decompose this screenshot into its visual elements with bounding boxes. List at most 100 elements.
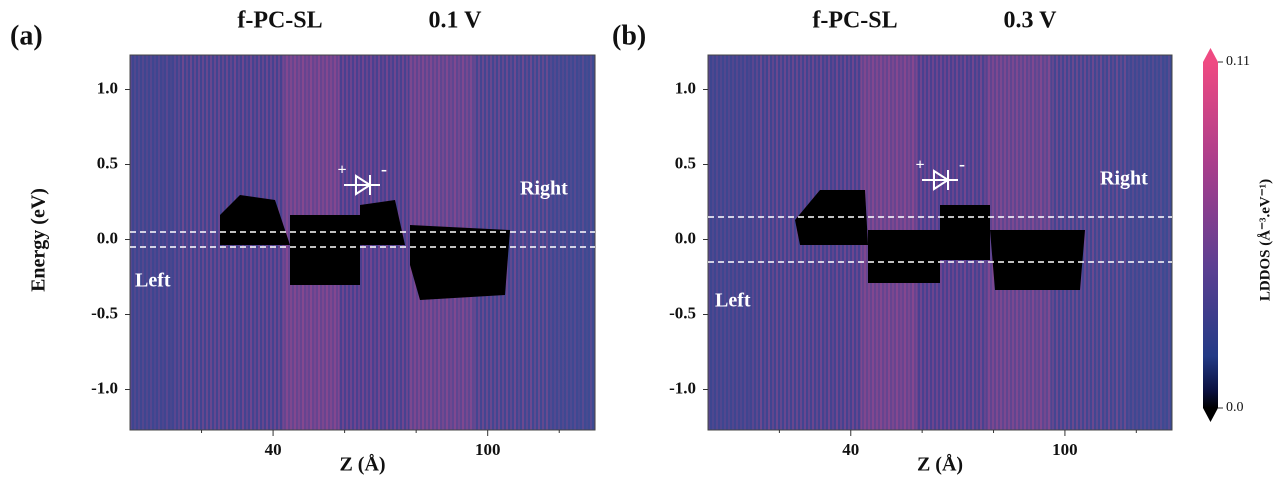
heatmap-stripe bbox=[792, 55, 794, 430]
heatmap-stripe bbox=[138, 55, 140, 430]
heatmap-stripe bbox=[1140, 55, 1142, 430]
gap-region bbox=[940, 205, 990, 260]
heatmap-stripe bbox=[554, 55, 556, 430]
heatmap-stripe bbox=[574, 55, 576, 430]
heatmap-stripe bbox=[190, 55, 192, 430]
heatmap-stripe bbox=[760, 55, 762, 430]
panel-subtitle: 0.1 V bbox=[429, 8, 483, 34]
heatmap-stripe bbox=[1144, 55, 1146, 430]
y-tick-label: 1.0 bbox=[675, 78, 696, 97]
heatmap-stripe bbox=[1168, 55, 1170, 430]
heatmap-stripe bbox=[1128, 55, 1130, 430]
heatmap-stripe bbox=[1092, 55, 1094, 430]
heatmap-stripe bbox=[756, 55, 758, 430]
heatmap-stripe bbox=[1136, 55, 1138, 430]
heatmap-stripe bbox=[744, 55, 746, 430]
diode-symbol bbox=[922, 169, 958, 191]
left-electrode-label: Left bbox=[135, 270, 171, 292]
heatmap-stripe bbox=[748, 55, 750, 430]
plot-frame bbox=[129, 54, 596, 431]
diode-minus: - bbox=[959, 154, 965, 174]
heatmap-stripe bbox=[130, 55, 132, 430]
diode-symbol bbox=[344, 174, 380, 196]
heatmap-stripe bbox=[550, 55, 552, 430]
panel-label: (b) bbox=[612, 20, 646, 51]
heatmap-stripe bbox=[582, 55, 584, 430]
heatmap-stripe bbox=[784, 55, 786, 430]
heatmap-stripe bbox=[590, 55, 592, 430]
y-tick-label: 0.5 bbox=[97, 153, 118, 172]
heatmap-stripe bbox=[1120, 55, 1122, 430]
heatmap-stripe bbox=[772, 55, 774, 430]
x-tick-label: 100 bbox=[1052, 440, 1078, 459]
gap-region bbox=[360, 200, 405, 245]
heatmap-stripe bbox=[538, 55, 540, 430]
plot-frame bbox=[707, 54, 1173, 431]
heatmap-stripe bbox=[522, 55, 524, 430]
heatmap-stripe bbox=[510, 55, 512, 430]
heatmap-stripe bbox=[1152, 55, 1154, 430]
heatmap-stripe bbox=[186, 55, 188, 430]
heatmap-stripe bbox=[530, 55, 532, 430]
heatmap-stripe bbox=[194, 55, 196, 430]
x-tick-label: 40 bbox=[842, 440, 859, 459]
heatmap-stripe bbox=[202, 55, 204, 430]
heatmap-stripe bbox=[1112, 55, 1114, 430]
heatmap-stripe bbox=[214, 55, 216, 430]
heatmap-stripe bbox=[796, 55, 798, 430]
heatmap-stripe bbox=[562, 55, 564, 430]
heatmap-stripe bbox=[134, 55, 136, 430]
heatmap-stripe bbox=[768, 55, 770, 430]
heatmap-stripe bbox=[166, 55, 168, 430]
heatmap-stripe bbox=[1116, 55, 1118, 430]
heatmap bbox=[708, 55, 1172, 430]
heatmap-stripe bbox=[712, 55, 714, 430]
heatmap-stripe bbox=[174, 55, 176, 430]
heatmap-stripe bbox=[1104, 55, 1106, 430]
heatmap-stripe bbox=[1132, 55, 1134, 430]
heatmap-stripe bbox=[720, 55, 722, 430]
heatmap-stripe bbox=[534, 55, 536, 430]
heatmap-stripe bbox=[514, 55, 516, 430]
heatmap-stripe bbox=[1108, 55, 1110, 430]
heatmap-stripe bbox=[716, 55, 718, 430]
heatmap-stripe bbox=[542, 55, 544, 430]
heatmap-stripe bbox=[182, 55, 184, 430]
heatmap-stripe bbox=[764, 55, 766, 430]
heatmap-stripe bbox=[566, 55, 568, 430]
heatmap-stripe bbox=[146, 55, 148, 430]
colorbar-extend-top bbox=[1203, 48, 1218, 62]
heatmap-stripe bbox=[150, 55, 152, 430]
heatmap-stripe bbox=[406, 55, 408, 430]
y-tick-label: 0.0 bbox=[675, 228, 696, 247]
heatmap-stripe bbox=[158, 55, 160, 430]
heatmap-stripe bbox=[1096, 55, 1098, 430]
colorbar bbox=[1203, 62, 1218, 408]
colorbar-label: LDDOS (Å⁻³.eV⁻¹) bbox=[1257, 179, 1273, 301]
heatmap-stripe bbox=[526, 55, 528, 430]
heatmap-stripe bbox=[578, 55, 580, 430]
heatmap-stripe bbox=[162, 55, 164, 430]
colorbar-tick-label: 0.11 bbox=[1226, 54, 1250, 69]
diode-minus: - bbox=[381, 159, 387, 179]
y-tick-label: -1.0 bbox=[91, 378, 118, 397]
x-tick-label: 40 bbox=[265, 440, 282, 459]
heatmap-stripe bbox=[740, 55, 742, 430]
heatmap-stripe bbox=[1088, 55, 1090, 430]
diode-plus: + bbox=[337, 162, 346, 179]
heatmap-stripe bbox=[170, 55, 172, 430]
y-axis-label: Energy (eV) bbox=[28, 188, 50, 292]
panel-subtitle: 0.3 V bbox=[1004, 8, 1058, 34]
x-axis-label: Z (Å) bbox=[339, 453, 385, 476]
gap-region bbox=[868, 230, 940, 283]
panel-title: f-PC-SL bbox=[812, 8, 897, 34]
heatmap-stripe bbox=[1100, 55, 1102, 430]
left-electrode-label: Left bbox=[715, 290, 751, 312]
heatmap-stripe bbox=[788, 55, 790, 430]
heatmap-stripe bbox=[198, 55, 200, 430]
diode-plus: + bbox=[915, 157, 924, 174]
heatmap-stripe bbox=[1084, 55, 1086, 430]
panel-label: (a) bbox=[10, 20, 43, 51]
y-tick-label: 0.5 bbox=[675, 153, 696, 172]
